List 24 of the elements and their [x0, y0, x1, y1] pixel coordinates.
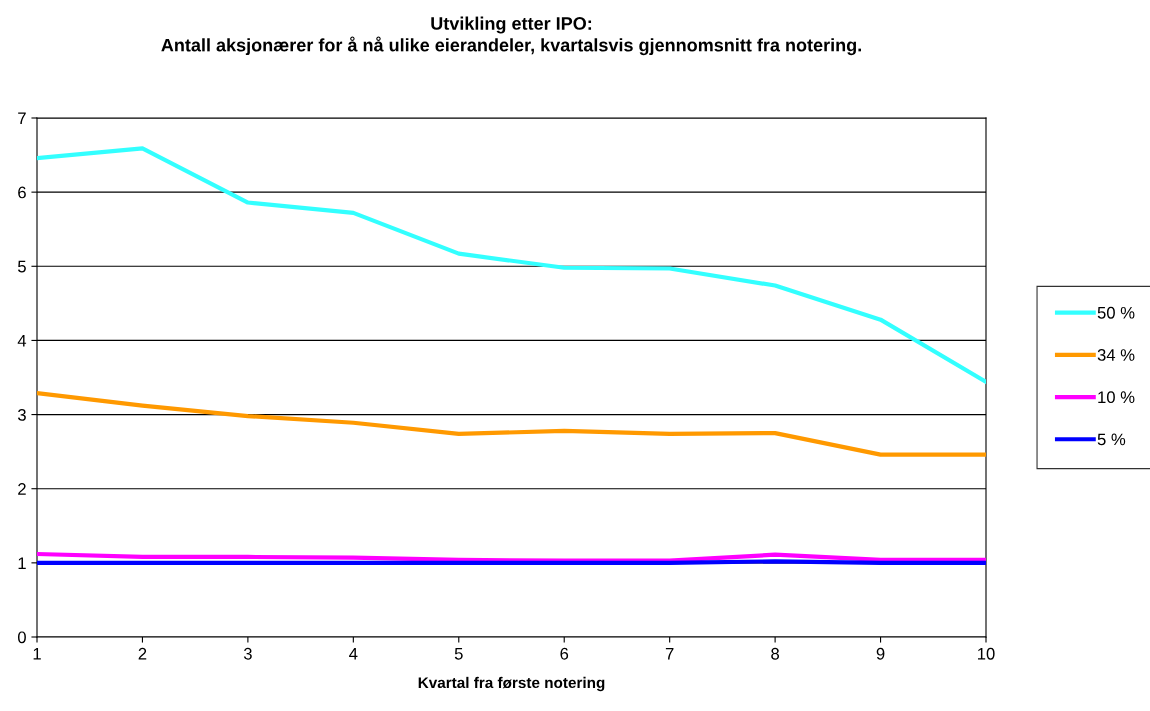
y-tick-label: 5	[17, 260, 26, 273]
y-tick-label: 2	[18, 483, 26, 495]
x-tick-label: 1	[33, 648, 41, 660]
x-tick-label: 9	[876, 647, 885, 660]
x-tick-label: 5	[454, 648, 463, 660]
x-tick-label: 7	[665, 648, 674, 660]
y-tick-label: 3	[17, 408, 26, 421]
legend-label: 34 %	[1097, 349, 1135, 361]
x-tick-label: 3	[243, 647, 252, 660]
x-tick-label: 2	[138, 647, 147, 660]
legend-label: 50 %	[1097, 306, 1135, 319]
y-tick-label: 6	[18, 186, 26, 199]
y-tick-label: 4	[17, 335, 27, 347]
x-tick-label: 8	[771, 647, 780, 660]
y-tick-label: 1	[18, 557, 26, 569]
legend-label: 10 %	[1098, 391, 1135, 404]
x-tick-label: 4	[349, 648, 358, 660]
x-tick-label: 10	[978, 647, 995, 660]
x-axis-title: Kvartal fra første notering	[418, 676, 605, 692]
y-tick-label: 0	[17, 631, 26, 644]
x-tick-label: 6	[560, 647, 569, 660]
chart-title: Utvikling etter IPO: Antall aksjonærer for å nå ulike eierandeler, kvartalsvis gjennomsnitt fra notering.	[161, 16, 861, 56]
legend-label: 5 %	[1097, 433, 1126, 446]
y-tick-label: 7	[18, 112, 26, 125]
